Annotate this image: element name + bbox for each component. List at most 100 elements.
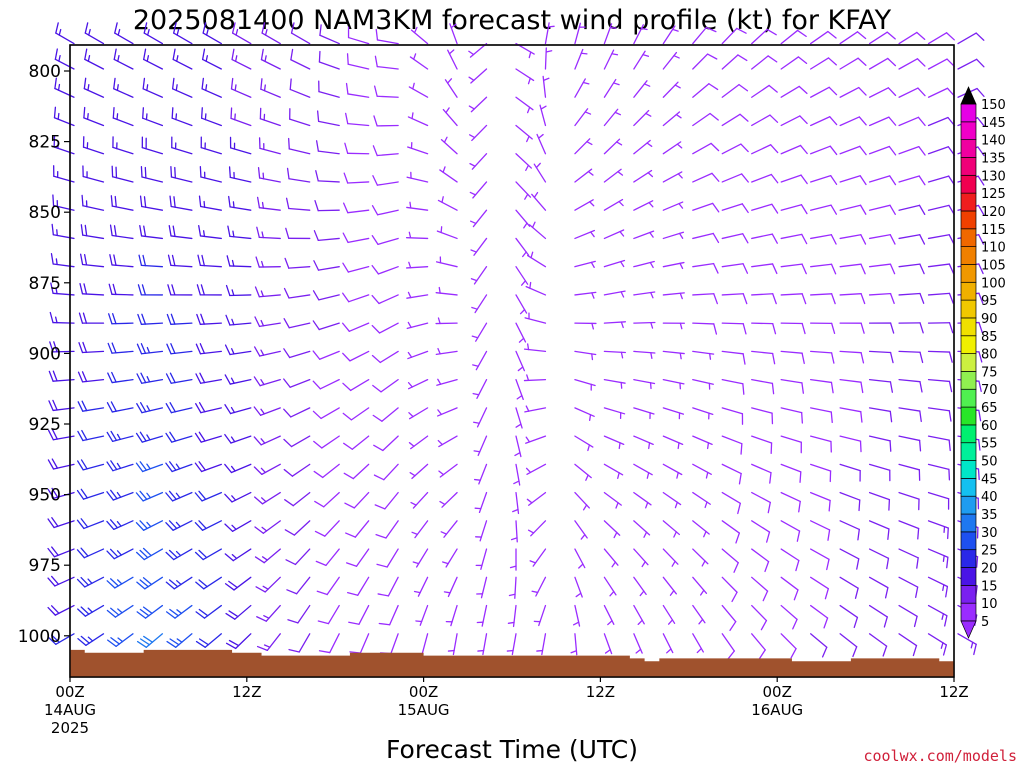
wind-barb [199, 165, 222, 183]
barb-full [823, 617, 829, 629]
barb-half [468, 76, 475, 81]
barb-full [373, 115, 378, 127]
barb-full [53, 341, 58, 353]
wind-barb [868, 520, 890, 541]
barb-full [139, 402, 147, 413]
barb-full [51, 429, 58, 440]
colorbar-cell [960, 299, 977, 319]
barb-staff [898, 435, 921, 442]
barb-full [230, 77, 234, 90]
barb-full [916, 557, 919, 569]
barb-full [108, 313, 113, 325]
wind-barb [515, 124, 533, 143]
wind-barb [574, 48, 588, 70]
barb-half [437, 378, 442, 385]
wind-barb [574, 576, 583, 598]
barb-staff [868, 576, 889, 589]
wind-barb [47, 575, 75, 587]
wind-barb [55, 22, 75, 45]
barb-full [80, 518, 89, 528]
barb-full [81, 429, 88, 441]
wind-barb [135, 490, 164, 502]
barb-half [56, 229, 58, 237]
barb-staff [692, 53, 709, 70]
colorbar-tick-label: 150 [981, 98, 1006, 113]
wind-barb [348, 604, 370, 625]
barb-full [47, 459, 55, 470]
barb-full [197, 254, 202, 267]
barb-half [116, 462, 122, 469]
barb-half [146, 434, 151, 441]
barb-staff [288, 178, 311, 183]
barb-half [261, 260, 264, 268]
barb-half [650, 352, 653, 359]
barb-staff [927, 491, 950, 500]
wind-barb [165, 576, 193, 590]
wind-barb [76, 547, 105, 559]
wind-barb [447, 633, 458, 656]
barb-half [407, 321, 412, 329]
wind-barb [721, 520, 740, 544]
wind-barb [254, 548, 281, 564]
barb-full [51, 634, 60, 643]
barb-staff [839, 234, 862, 240]
barb-full [742, 383, 745, 395]
wind-barb [313, 435, 340, 449]
wind-barb [510, 520, 518, 543]
barb-full [284, 257, 290, 269]
barb-half [438, 286, 441, 294]
barb-half [442, 561, 449, 565]
wind-barb [603, 198, 624, 211]
barb-staff [868, 407, 891, 413]
barb-staff [898, 633, 918, 647]
barb-half [648, 201, 654, 208]
barb-full [313, 230, 319, 242]
wind-barb [839, 293, 866, 305]
barb-full [55, 22, 59, 34]
wind-barb [692, 232, 720, 244]
barb-full [790, 647, 797, 659]
wind-barb [254, 316, 281, 328]
barb-staff [293, 520, 311, 536]
wind-barb [751, 633, 766, 660]
barb-staff [810, 378, 833, 384]
barb-full [830, 381, 834, 394]
barb-staff [780, 263, 803, 268]
barb-staff [839, 604, 859, 619]
wind-barb [253, 406, 281, 416]
wind-barb [898, 576, 919, 598]
barb-half [507, 621, 515, 624]
barb-full [742, 263, 749, 274]
wind-barb [477, 633, 488, 656]
barb-full [169, 402, 176, 413]
barb-full [888, 116, 897, 126]
barb-staff [780, 407, 803, 414]
wind-barb [256, 196, 281, 211]
wind-barb [810, 145, 838, 156]
barb-staff [839, 520, 860, 531]
barb-half [175, 84, 178, 92]
barb-staff [318, 294, 340, 301]
barb-half [264, 28, 268, 36]
barb-half [412, 82, 415, 90]
wind-barb [79, 283, 105, 296]
wind-barb [283, 318, 311, 329]
wind-barb [839, 145, 867, 156]
wind-barb [810, 407, 833, 424]
wind-barb [839, 263, 866, 275]
barb-half [525, 405, 530, 412]
barb-staff [839, 576, 859, 589]
barb-half [146, 346, 151, 354]
barb-staff [289, 118, 311, 127]
barb-full [978, 439, 981, 451]
barb-full [343, 442, 353, 450]
barb-staff [898, 175, 920, 183]
barb-full [378, 622, 391, 626]
barb-full [766, 28, 777, 36]
barb-full [374, 504, 386, 510]
barb-full [109, 254, 113, 266]
barb-full [738, 472, 742, 485]
wind-barb [692, 604, 706, 625]
wind-barb [898, 87, 926, 98]
barb-full [50, 253, 54, 265]
